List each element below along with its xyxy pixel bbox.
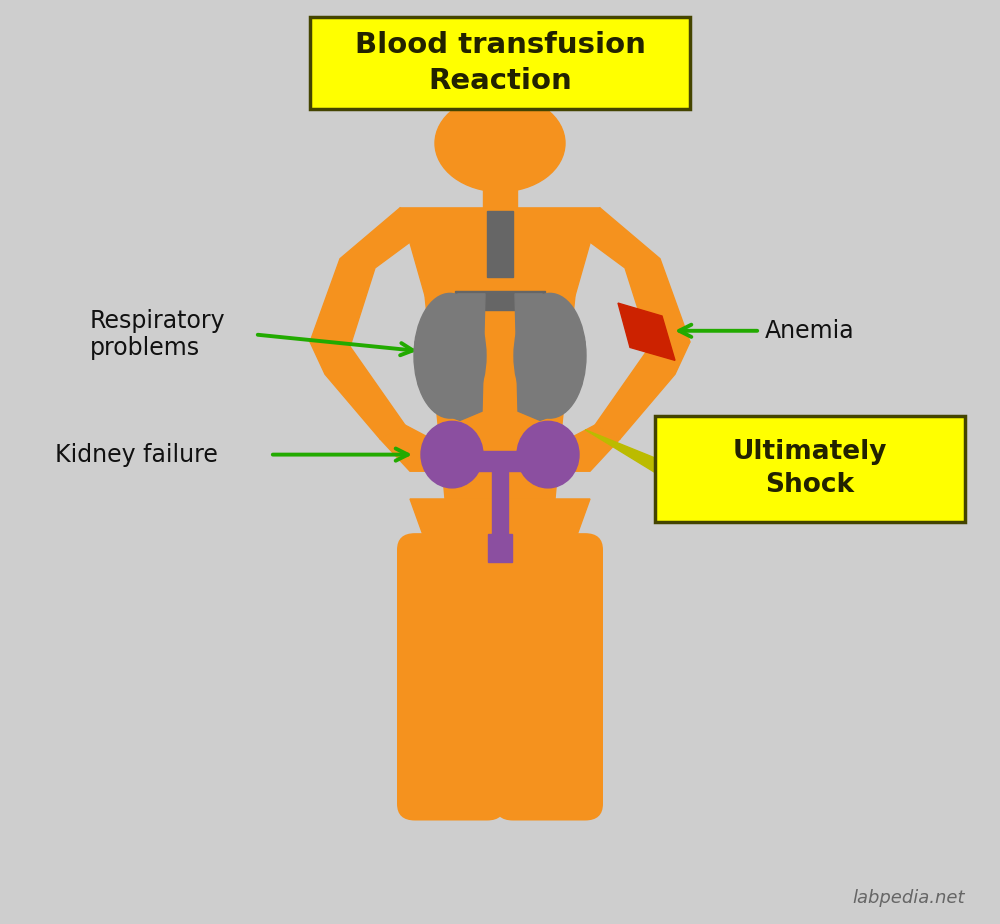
FancyBboxPatch shape xyxy=(495,533,603,821)
FancyBboxPatch shape xyxy=(655,416,965,522)
Ellipse shape xyxy=(517,421,579,488)
Polygon shape xyxy=(487,554,513,619)
Polygon shape xyxy=(410,499,590,554)
Ellipse shape xyxy=(414,293,486,418)
Polygon shape xyxy=(425,296,575,444)
Ellipse shape xyxy=(421,421,483,488)
Bar xyxy=(452,451,548,471)
Polygon shape xyxy=(575,208,690,346)
Bar xyxy=(483,151,517,208)
Text: Respiratory
problems: Respiratory problems xyxy=(90,309,226,360)
Polygon shape xyxy=(595,342,690,439)
Polygon shape xyxy=(440,444,560,499)
Polygon shape xyxy=(515,294,585,420)
Polygon shape xyxy=(500,554,585,619)
Text: labpedia.net: labpedia.net xyxy=(852,890,965,907)
Ellipse shape xyxy=(435,95,565,192)
Bar xyxy=(488,534,512,562)
Text: Kidney failure: Kidney failure xyxy=(55,443,218,467)
Text: Ultimately
Shock: Ultimately Shock xyxy=(733,440,887,498)
Polygon shape xyxy=(585,430,665,479)
Polygon shape xyxy=(310,342,405,439)
Polygon shape xyxy=(415,554,500,619)
Polygon shape xyxy=(415,294,485,420)
Polygon shape xyxy=(400,208,600,296)
Ellipse shape xyxy=(514,293,586,418)
Polygon shape xyxy=(560,425,620,471)
Bar xyxy=(487,211,513,277)
Polygon shape xyxy=(380,425,440,471)
Polygon shape xyxy=(618,303,675,360)
FancyBboxPatch shape xyxy=(310,17,690,109)
Text: Anemia: Anemia xyxy=(765,319,855,343)
Text: Blood transfusion
Reaction: Blood transfusion Reaction xyxy=(355,31,645,94)
Bar xyxy=(492,468,508,536)
FancyBboxPatch shape xyxy=(397,533,505,821)
Bar xyxy=(455,291,545,310)
Polygon shape xyxy=(310,208,425,346)
